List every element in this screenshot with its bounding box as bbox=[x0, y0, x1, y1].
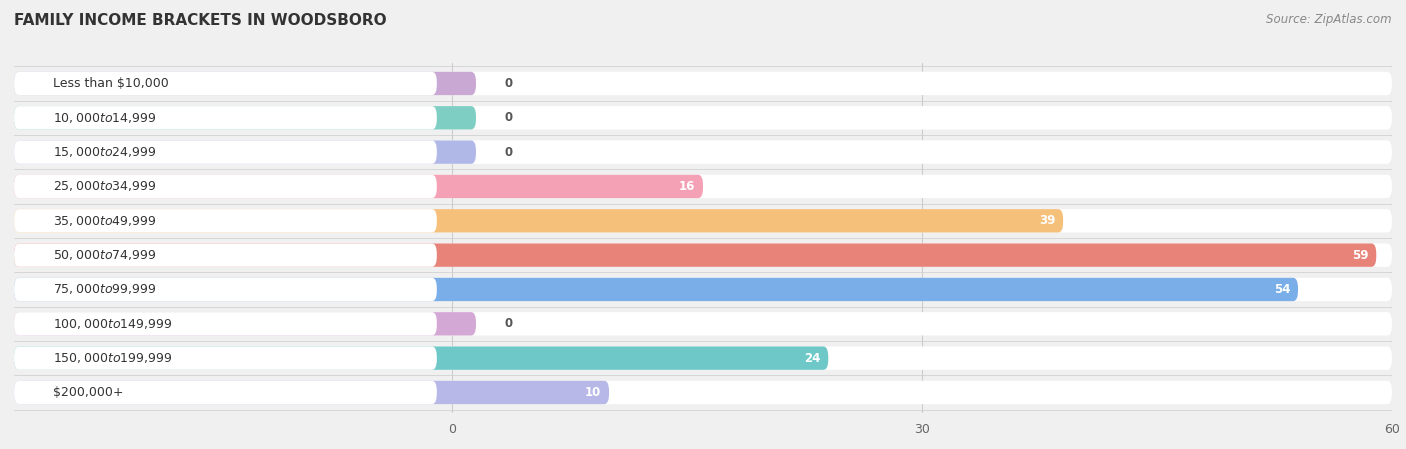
Text: 10: 10 bbox=[585, 386, 602, 399]
FancyBboxPatch shape bbox=[14, 106, 1392, 129]
Text: 16: 16 bbox=[679, 180, 695, 193]
Text: $15,000 to $24,999: $15,000 to $24,999 bbox=[53, 145, 156, 159]
FancyBboxPatch shape bbox=[14, 278, 437, 301]
FancyBboxPatch shape bbox=[14, 72, 1392, 95]
FancyBboxPatch shape bbox=[14, 243, 1392, 267]
FancyBboxPatch shape bbox=[14, 278, 1392, 301]
Text: $150,000 to $199,999: $150,000 to $199,999 bbox=[53, 351, 173, 365]
FancyBboxPatch shape bbox=[14, 141, 437, 164]
FancyBboxPatch shape bbox=[14, 381, 437, 404]
FancyBboxPatch shape bbox=[14, 347, 1392, 370]
Text: $50,000 to $74,999: $50,000 to $74,999 bbox=[53, 248, 156, 262]
Text: FAMILY INCOME BRACKETS IN WOODSBORO: FAMILY INCOME BRACKETS IN WOODSBORO bbox=[14, 13, 387, 28]
Text: $25,000 to $34,999: $25,000 to $34,999 bbox=[53, 180, 156, 194]
Text: $100,000 to $149,999: $100,000 to $149,999 bbox=[53, 317, 173, 331]
Text: 0: 0 bbox=[505, 317, 512, 330]
FancyBboxPatch shape bbox=[14, 175, 1392, 198]
Text: 0: 0 bbox=[505, 111, 512, 124]
FancyBboxPatch shape bbox=[14, 381, 609, 404]
FancyBboxPatch shape bbox=[14, 72, 437, 95]
FancyBboxPatch shape bbox=[14, 175, 437, 198]
Text: $200,000+: $200,000+ bbox=[53, 386, 124, 399]
Text: Less than $10,000: Less than $10,000 bbox=[53, 77, 169, 90]
Text: Source: ZipAtlas.com: Source: ZipAtlas.com bbox=[1267, 13, 1392, 26]
FancyBboxPatch shape bbox=[14, 278, 1298, 301]
Text: 39: 39 bbox=[1039, 214, 1056, 227]
FancyBboxPatch shape bbox=[14, 106, 477, 129]
Text: 54: 54 bbox=[1274, 283, 1291, 296]
Text: $75,000 to $99,999: $75,000 to $99,999 bbox=[53, 282, 156, 296]
FancyBboxPatch shape bbox=[14, 312, 437, 335]
FancyBboxPatch shape bbox=[14, 243, 1376, 267]
Text: 0: 0 bbox=[505, 145, 512, 158]
Text: $35,000 to $49,999: $35,000 to $49,999 bbox=[53, 214, 156, 228]
FancyBboxPatch shape bbox=[14, 312, 1392, 335]
FancyBboxPatch shape bbox=[14, 312, 477, 335]
Text: $10,000 to $14,999: $10,000 to $14,999 bbox=[53, 111, 156, 125]
FancyBboxPatch shape bbox=[14, 347, 828, 370]
FancyBboxPatch shape bbox=[14, 381, 1392, 404]
FancyBboxPatch shape bbox=[14, 347, 437, 370]
FancyBboxPatch shape bbox=[14, 72, 477, 95]
FancyBboxPatch shape bbox=[14, 106, 437, 129]
Text: 59: 59 bbox=[1353, 249, 1368, 262]
FancyBboxPatch shape bbox=[14, 209, 437, 233]
FancyBboxPatch shape bbox=[14, 141, 477, 164]
FancyBboxPatch shape bbox=[14, 209, 1392, 233]
Text: 24: 24 bbox=[804, 352, 821, 365]
FancyBboxPatch shape bbox=[14, 209, 1063, 233]
Text: 0: 0 bbox=[505, 77, 512, 90]
FancyBboxPatch shape bbox=[14, 243, 437, 267]
FancyBboxPatch shape bbox=[14, 141, 1392, 164]
FancyBboxPatch shape bbox=[14, 175, 703, 198]
